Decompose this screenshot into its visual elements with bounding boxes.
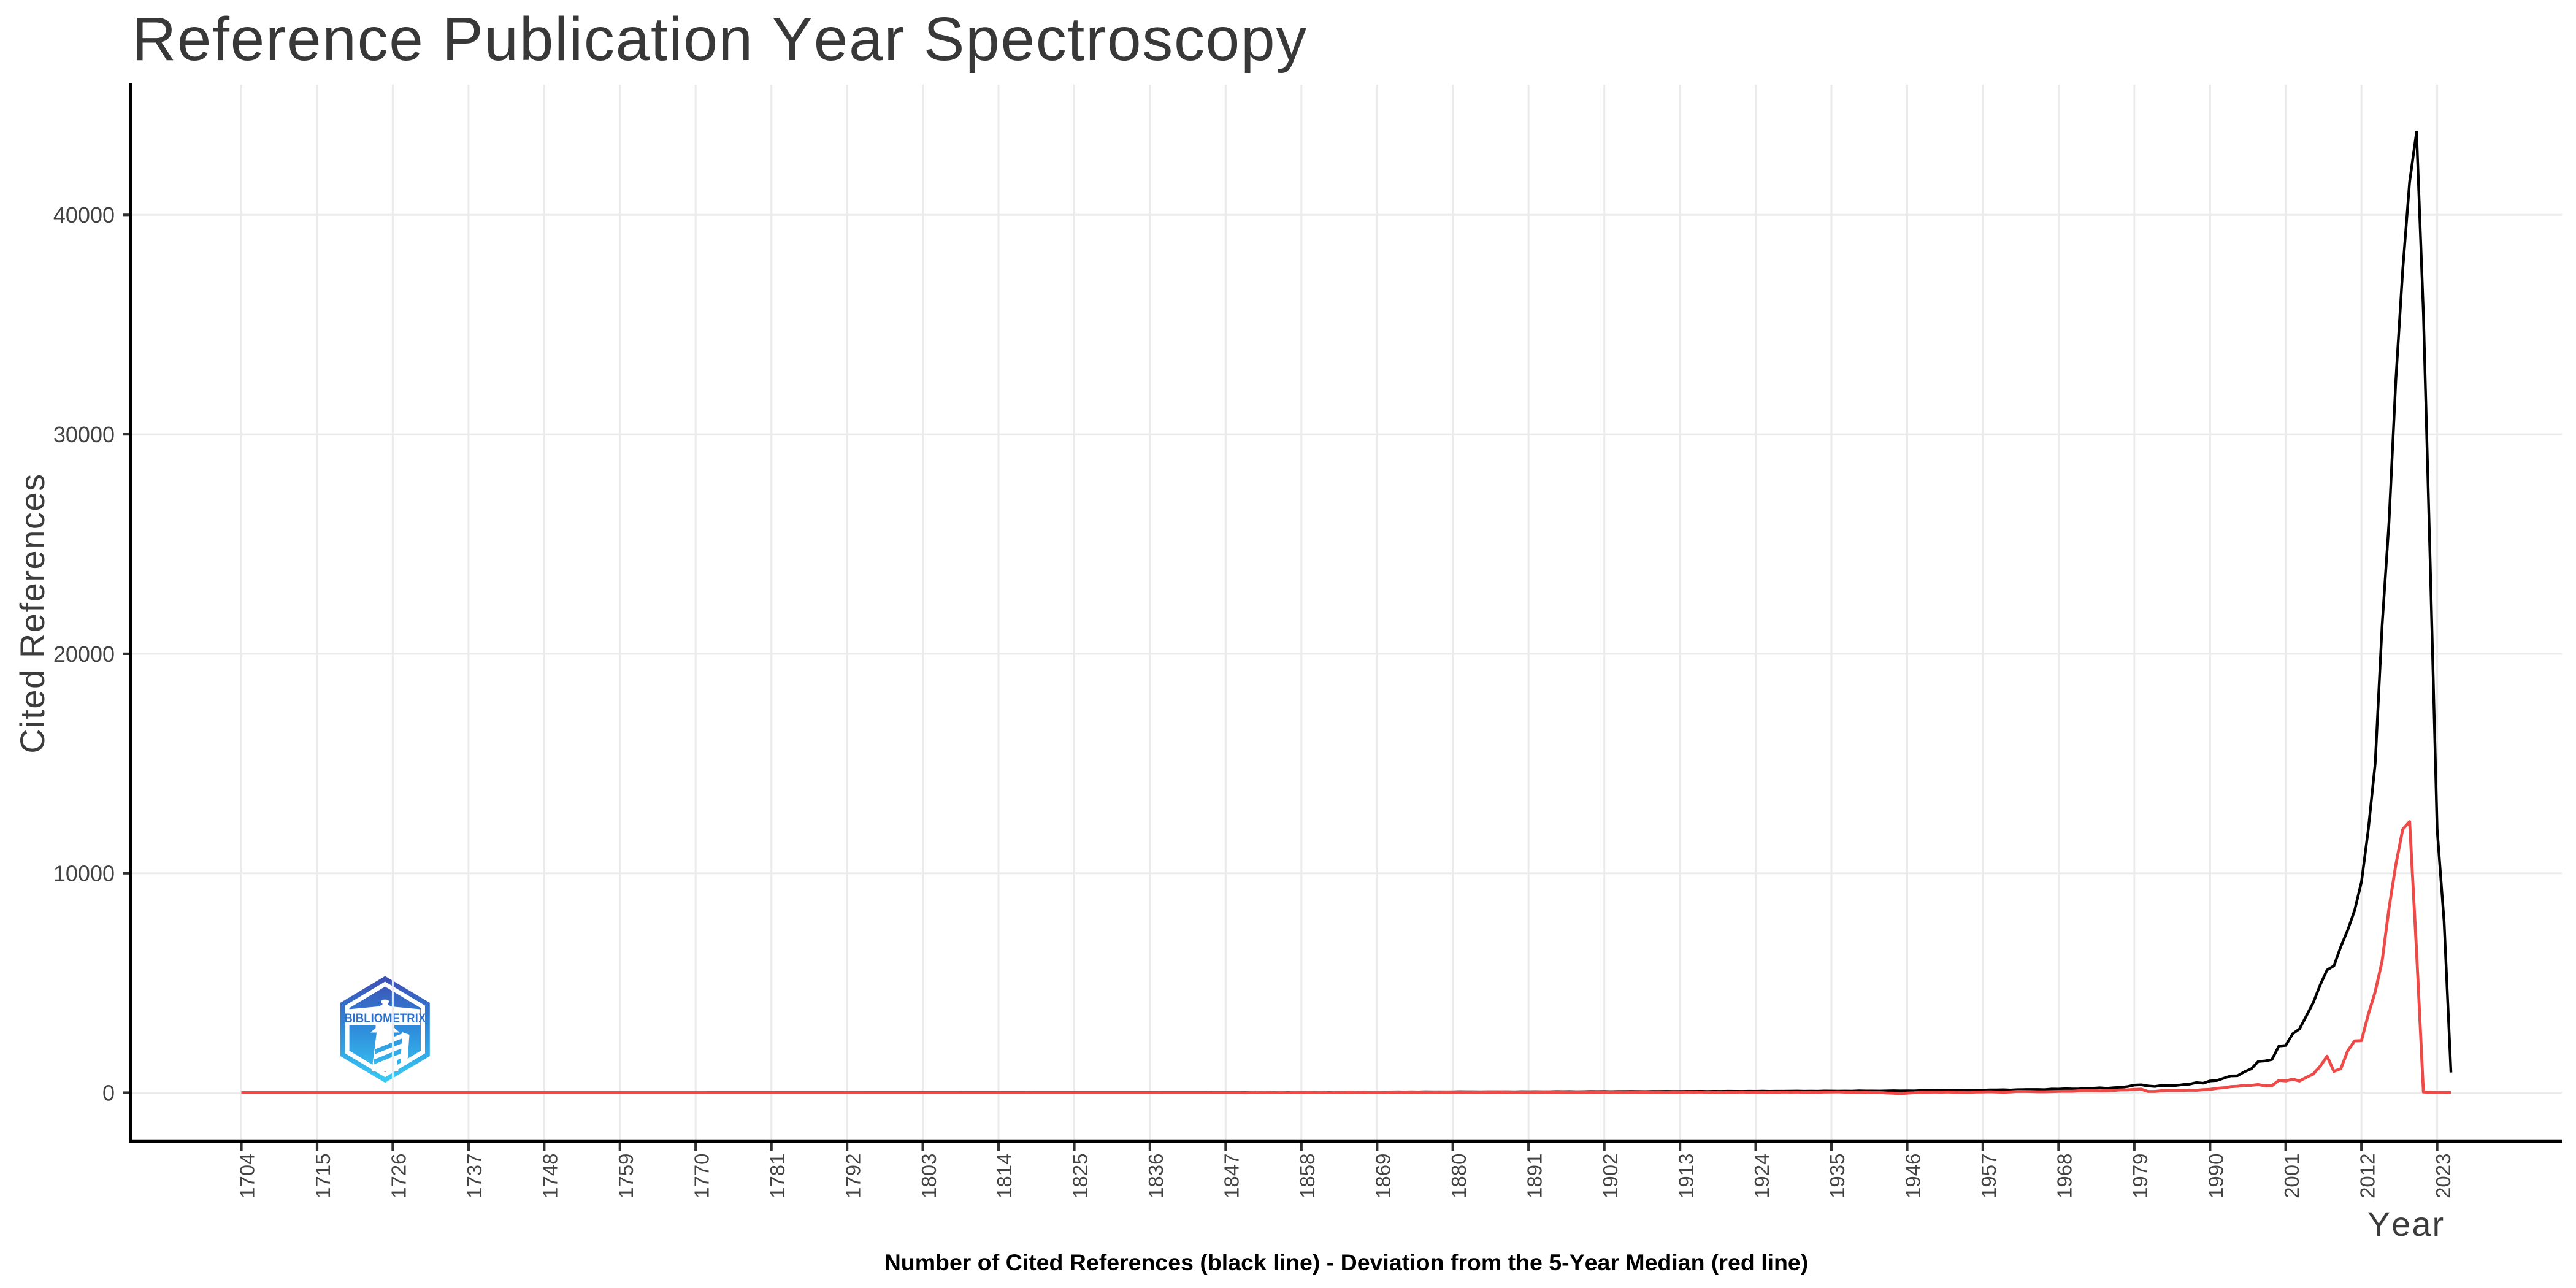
svg-text:1781: 1781 bbox=[766, 1154, 789, 1198]
svg-text:1726: 1726 bbox=[388, 1154, 410, 1198]
svg-text:1814: 1814 bbox=[993, 1154, 1016, 1198]
svg-text:2001: 2001 bbox=[2280, 1154, 2303, 1198]
svg-text:30000: 30000 bbox=[53, 422, 115, 447]
svg-text:2012: 2012 bbox=[2356, 1154, 2379, 1198]
svg-text:1847: 1847 bbox=[1221, 1154, 1243, 1198]
svg-text:1880: 1880 bbox=[1447, 1154, 1470, 1198]
svg-text:1990: 1990 bbox=[2205, 1154, 2228, 1198]
svg-text:1704: 1704 bbox=[236, 1154, 259, 1198]
svg-text:20000: 20000 bbox=[53, 642, 115, 667]
svg-text:1825: 1825 bbox=[1069, 1154, 1092, 1198]
svg-text:1737: 1737 bbox=[463, 1154, 486, 1198]
svg-text:Reference Publication Year Spe: Reference Publication Year Spectroscopy bbox=[132, 5, 1308, 74]
svg-text:1924: 1924 bbox=[1750, 1154, 1773, 1198]
svg-text:1858: 1858 bbox=[1296, 1154, 1319, 1198]
svg-text:Year: Year bbox=[2367, 1205, 2445, 1243]
svg-text:1836: 1836 bbox=[1144, 1154, 1167, 1198]
svg-text:Number of Cited References (bl: Number of Cited References (black line) … bbox=[884, 1249, 1809, 1275]
svg-text:1913: 1913 bbox=[1674, 1154, 1697, 1198]
svg-text:1759: 1759 bbox=[615, 1154, 637, 1198]
svg-text:1935: 1935 bbox=[1826, 1154, 1849, 1198]
svg-text:1869: 1869 bbox=[1372, 1154, 1395, 1198]
svg-text:1902: 1902 bbox=[1599, 1154, 1622, 1198]
svg-text:2023: 2023 bbox=[2432, 1154, 2455, 1198]
svg-text:1792: 1792 bbox=[841, 1154, 864, 1198]
svg-text:Cited References: Cited References bbox=[13, 473, 52, 753]
svg-text:0: 0 bbox=[102, 1080, 115, 1105]
svg-text:1748: 1748 bbox=[539, 1154, 562, 1198]
svg-text:10000: 10000 bbox=[53, 861, 115, 886]
svg-text:1946: 1946 bbox=[1902, 1154, 1925, 1198]
svg-text:1957: 1957 bbox=[1977, 1154, 2000, 1198]
svg-text:1968: 1968 bbox=[2053, 1154, 2076, 1198]
svg-text:40000: 40000 bbox=[53, 202, 115, 228]
svg-text:1803: 1803 bbox=[918, 1154, 940, 1198]
svg-text:1891: 1891 bbox=[1523, 1154, 1546, 1198]
svg-text:BIBLIOMETRIX: BIBLIOMETRIX bbox=[344, 1011, 426, 1025]
svg-text:1979: 1979 bbox=[2129, 1154, 2152, 1198]
svg-text:1715: 1715 bbox=[312, 1154, 334, 1198]
svg-text:1770: 1770 bbox=[690, 1154, 713, 1198]
